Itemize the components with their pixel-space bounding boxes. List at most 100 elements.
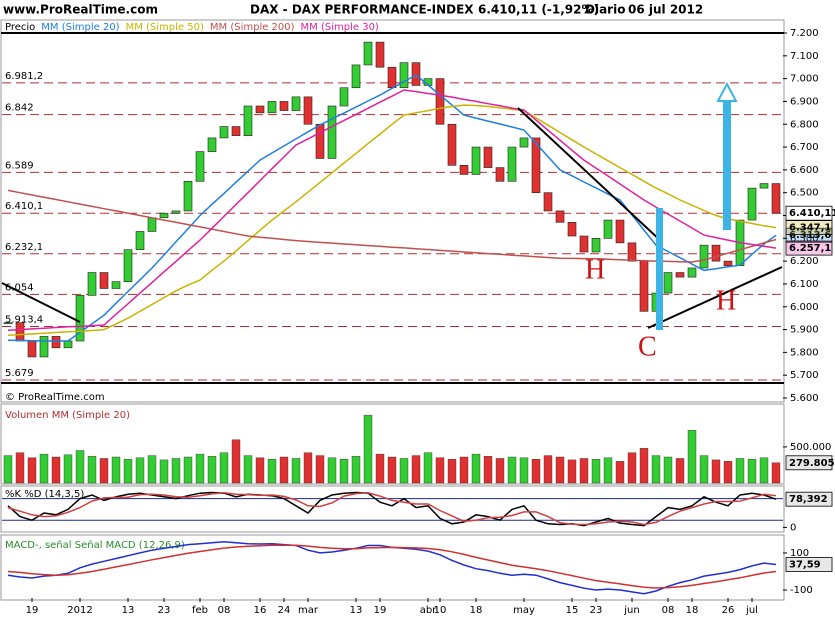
value-box	[785, 557, 833, 572]
volume-bar	[651, 455, 661, 484]
volume-bar	[507, 456, 517, 484]
volume-bar	[747, 458, 757, 484]
x-tick-label: 26	[722, 605, 735, 616]
legend-entry: MM (Simple 30)	[301, 22, 379, 33]
y-tick-label: 0	[790, 522, 796, 533]
date: 06 jul 2012	[628, 3, 703, 17]
trend-line	[517, 107, 663, 243]
series-line	[7, 491, 777, 527]
last-quote: 6.410,11 (-1,92%)	[478, 3, 599, 17]
volume-bar	[87, 456, 97, 484]
volume-bar	[99, 458, 109, 484]
panel-title: %K %D (14,3,5)	[5, 489, 84, 500]
candle	[723, 260, 733, 266]
candle	[543, 192, 553, 212]
y-tick-label: 5.800	[790, 347, 819, 358]
candle	[267, 101, 277, 114]
y-tick-label: 6.500	[790, 188, 819, 199]
series-line	[7, 74, 777, 342]
volume-bar	[315, 455, 325, 484]
volume-bar	[531, 458, 541, 484]
brand: www.ProRealTime.com	[3, 3, 158, 17]
candle	[39, 336, 49, 358]
volume-bar	[267, 458, 277, 484]
y-tick-label: 6.600	[790, 165, 819, 176]
volume-bar	[231, 439, 241, 484]
level-label: 6.981,2	[5, 71, 43, 82]
candle	[339, 87, 349, 107]
x-tick-label: 10	[434, 605, 447, 616]
volume-bar	[627, 452, 637, 484]
y-tick-label: 5.700	[790, 370, 819, 381]
y-tick-label: 6.200	[790, 256, 819, 267]
candle	[27, 340, 37, 358]
volume-bar	[111, 456, 121, 484]
candle	[171, 210, 181, 214]
level-label: 6.410,1	[5, 201, 43, 212]
blue-arrow	[723, 100, 731, 230]
legend-entry: MM (Simple 50)	[126, 22, 204, 33]
level-label: 6.232,1	[5, 242, 43, 253]
series-line	[7, 189, 777, 263]
value-label: 6.257,1	[789, 243, 831, 254]
candle	[555, 210, 565, 223]
value-box	[785, 220, 833, 235]
y-tick-label: 5.900	[790, 325, 819, 336]
x-tick-label: feb	[192, 605, 208, 616]
candle	[363, 41, 373, 66]
volume-bar	[171, 458, 181, 484]
x-tick-label: 08	[662, 605, 675, 616]
candle	[207, 137, 217, 152]
candle	[699, 244, 709, 269]
volume-bar	[483, 456, 493, 484]
volume-bar	[471, 453, 481, 484]
x-tick-label: 16	[254, 605, 267, 616]
volume-bar	[735, 458, 745, 484]
value-box	[785, 240, 833, 256]
y-tick-label: 6.100	[790, 279, 819, 290]
y-tick-label: 100	[790, 548, 809, 559]
volume-bar	[135, 457, 145, 484]
candle	[567, 222, 577, 237]
pattern-label: H	[585, 254, 605, 285]
level-label: 5.679	[5, 368, 34, 379]
arrow-head	[716, 81, 738, 102]
volume-bar	[39, 453, 49, 484]
volume-bar	[75, 450, 85, 484]
annotations: H C H	[1, 81, 783, 362]
volume-bar	[27, 457, 37, 484]
volume-bar	[447, 458, 457, 484]
volume-bar	[207, 456, 217, 484]
pattern-label: C	[638, 331, 657, 362]
x-tick-label: 13	[122, 605, 135, 616]
volume-bar	[51, 456, 61, 484]
candle	[183, 180, 193, 212]
candle	[435, 78, 445, 125]
candle	[507, 146, 517, 182]
chart-title: DAX - DAX PERFORMANCE-INDEX	[250, 3, 474, 17]
value-box	[785, 227, 833, 243]
candle	[675, 272, 685, 278]
x-tick-label: jun	[623, 605, 639, 616]
candle	[459, 165, 469, 175]
volume-bar	[603, 457, 613, 484]
volume-bar	[63, 454, 73, 484]
legend-entry: MM (Simple 200)	[210, 22, 295, 33]
y-tick-label: 6.700	[790, 142, 819, 153]
x-tick-label: 23	[158, 605, 171, 616]
candle	[591, 238, 601, 253]
series-line	[7, 89, 777, 331]
volume-bar	[663, 456, 673, 484]
volume-bar	[15, 452, 25, 484]
candle	[279, 101, 289, 111]
series-line	[7, 544, 777, 589]
volume-bar	[183, 456, 193, 484]
x-tick-label: 2012	[67, 605, 92, 616]
panel-title: Volumen MM (Simple 20)	[5, 410, 130, 421]
candle	[519, 137, 529, 148]
volume-bar	[543, 455, 553, 484]
x-tick-label: 23	[590, 605, 603, 616]
